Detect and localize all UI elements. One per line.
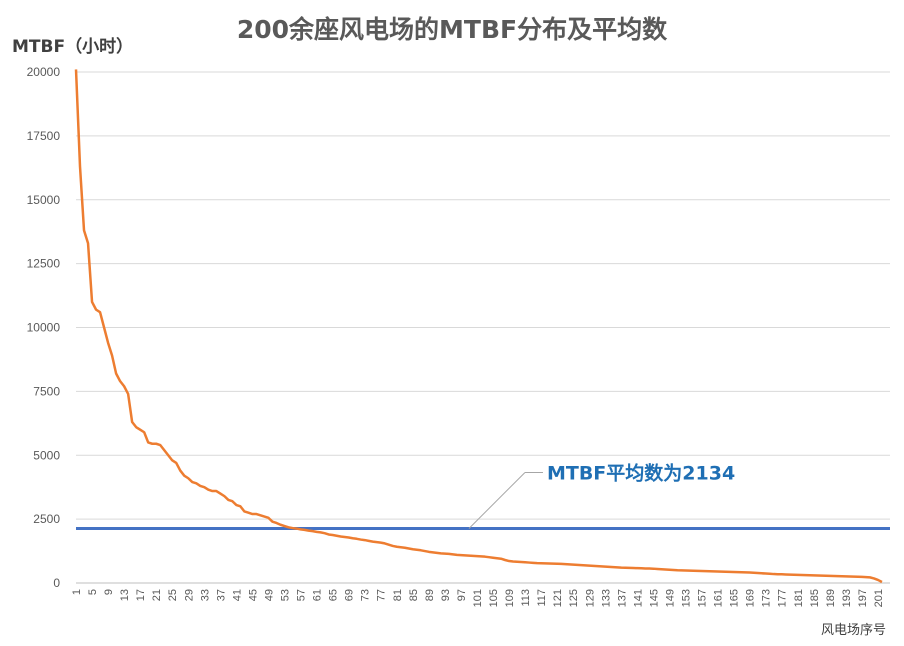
x-tick-label: 93 (440, 589, 452, 601)
y-axis-ticks: 0 2500 5000 7500 10000 12500 15000 17500 20000 (27, 65, 61, 590)
y-tick-label: 17500 (27, 129, 61, 143)
x-tick-label: 113 (520, 589, 532, 607)
x-tick-label: 97 (456, 589, 468, 601)
mtbf-series-line (74, 69, 883, 584)
x-tick-label: 65 (328, 589, 340, 601)
x-tick-label: 141 (632, 589, 644, 607)
x-tick-label: 77 (376, 589, 388, 601)
x-tick-label: 73 (360, 589, 372, 601)
x-tick-label: 57 (296, 589, 308, 601)
y-tick-label: 10000 (27, 321, 61, 335)
x-tick-label: 9 (103, 589, 115, 595)
x-tick-label: 29 (183, 589, 195, 601)
x-tick-label: 81 (392, 589, 404, 601)
average-annotation: MTBF平均数为2134 (547, 461, 735, 484)
x-tick-label: 1 (71, 589, 83, 595)
x-tick-label: 21 (151, 589, 163, 601)
x-tick-label: 105 (488, 589, 500, 607)
x-tick-label: 173 (761, 589, 773, 607)
x-tick-label: 121 (552, 589, 564, 607)
x-tick-label: 189 (825, 589, 837, 607)
annotation-leader-line (468, 472, 526, 529)
y-tick-label: 12500 (27, 257, 61, 271)
x-tick-label: 101 (472, 589, 484, 607)
x-tick-label: 41 (231, 589, 243, 601)
x-tick-label: 85 (408, 589, 420, 601)
x-tick-label: 33 (199, 589, 211, 601)
x-tick-label: 181 (793, 589, 805, 607)
x-tick-label: 201 (873, 589, 885, 607)
x-tick-label: 185 (809, 589, 821, 607)
x-tick-label: 145 (648, 589, 660, 607)
x-tick-label: 117 (536, 589, 548, 607)
x-tick-label: 133 (600, 589, 612, 607)
x-tick-label: 109 (504, 589, 516, 607)
x-tick-label: 17 (135, 589, 147, 601)
y-tick-label: 5000 (33, 448, 60, 462)
x-tick-label: 177 (777, 589, 789, 607)
x-tick-label: 165 (729, 589, 741, 607)
x-tick-label: 89 (424, 589, 436, 601)
x-tick-label: 161 (713, 589, 725, 607)
x-tick-label: 13 (119, 589, 131, 601)
x-tick-label: 129 (584, 589, 596, 607)
x-tick-label: 5 (87, 589, 99, 595)
x-tick-label: 153 (680, 589, 692, 607)
series-layer (74, 69, 890, 584)
x-tick-label: 157 (697, 589, 709, 607)
x-tick-label: 49 (263, 589, 275, 601)
grid-lines (76, 71, 890, 584)
y-tick-label: 20000 (27, 65, 61, 79)
x-tick-label: 169 (745, 589, 757, 607)
y-tick-label: 2500 (33, 512, 60, 526)
annotation-layer: MTBF平均数为2134 (468, 461, 735, 529)
x-tick-label: 137 (616, 589, 628, 607)
x-tick-label: 193 (841, 589, 853, 607)
x-axis-ticks: 1 5 9 13 17 21 25 29 33 37 41 45 49 53 57 61 65 69 73 77 81 8… (71, 589, 885, 607)
y-tick-label: 0 (53, 576, 60, 590)
x-tick-label: 197 (857, 589, 869, 607)
y-tick-label: 15000 (27, 193, 61, 207)
x-tick-label: 45 (247, 589, 259, 601)
x-tick-label: 25 (167, 589, 179, 601)
x-tick-label: 125 (568, 589, 580, 607)
x-tick-label: 37 (215, 589, 227, 601)
x-tick-label: 69 (344, 589, 356, 601)
chart-title: 200余座风电场的MTBF分布及平均数 (237, 15, 668, 44)
y-axis-label: MTBF（小时） (12, 36, 133, 57)
x-tick-label: 149 (664, 589, 676, 607)
x-tick-label: 53 (280, 589, 292, 601)
x-tick-label: 61 (312, 589, 324, 601)
y-tick-label: 7500 (33, 384, 60, 398)
x-axis-label: 风电场序号 (821, 623, 886, 638)
